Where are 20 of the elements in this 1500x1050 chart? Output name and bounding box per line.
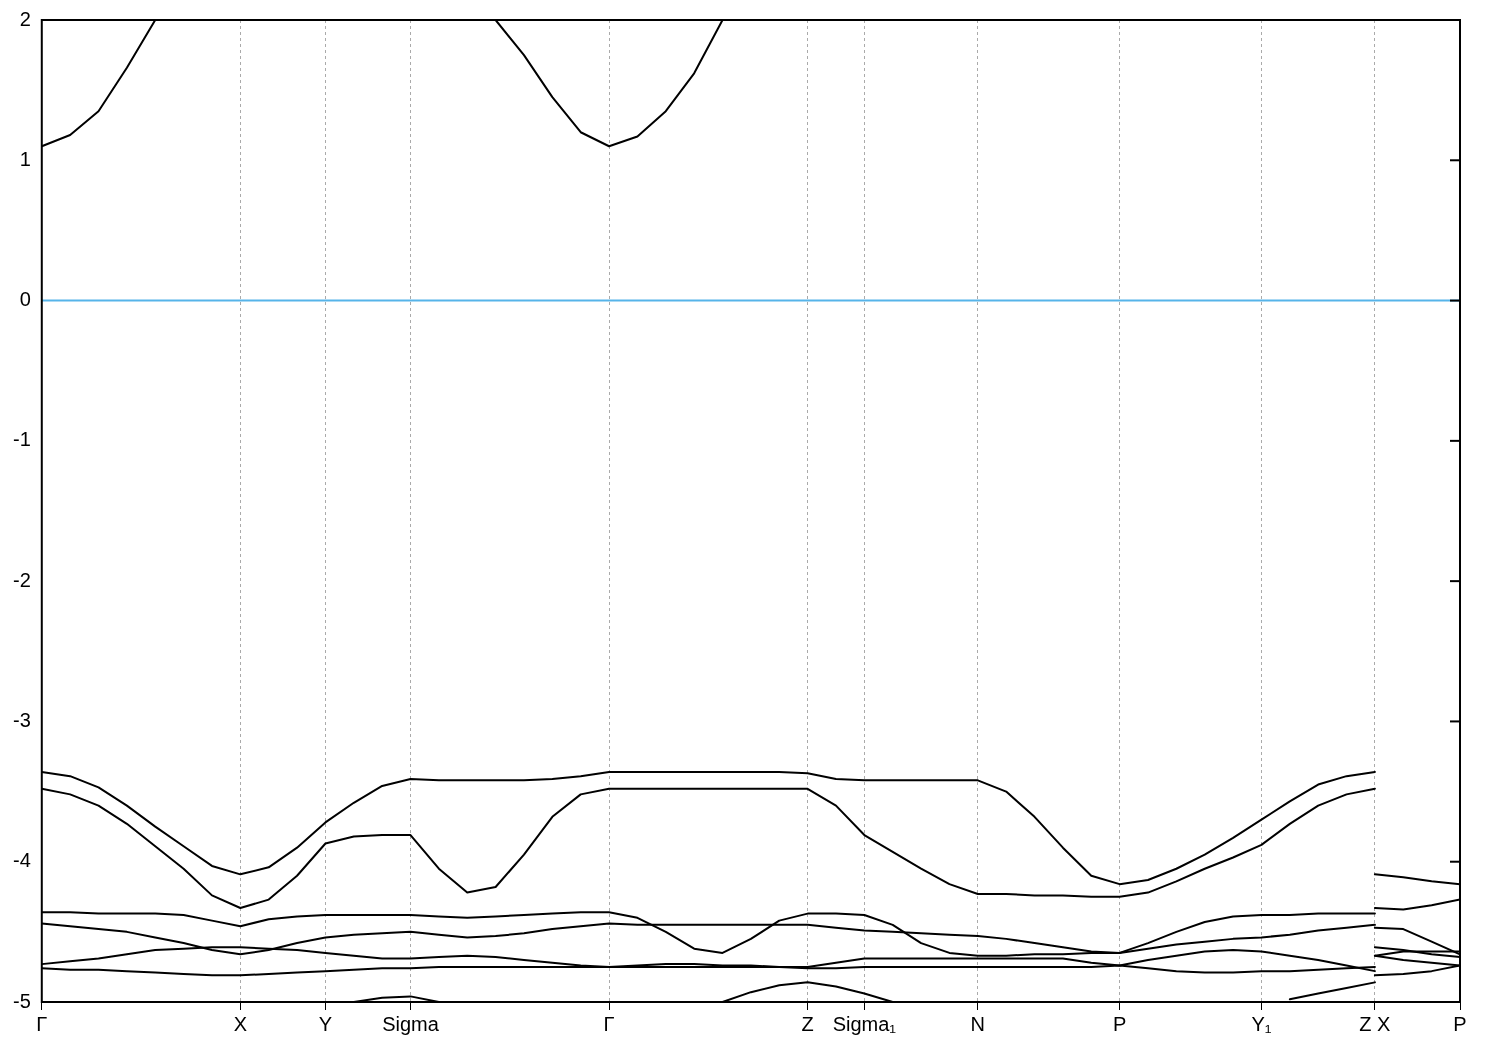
x-tick-label: Y (318, 1012, 333, 1035)
x-tick-label: Γ (36, 1012, 48, 1035)
y-tick-label: 1 (19, 147, 31, 170)
y-tick-label: -2 (12, 568, 31, 591)
x-tick-label: Z X (1359, 1012, 1391, 1035)
x-tick-label: P (1112, 1012, 1127, 1035)
y-tick-label: -4 (12, 849, 31, 872)
y-tick-label: -1 (12, 428, 31, 451)
y-tick-label: 2 (19, 7, 31, 30)
x-tick-label: X (233, 1012, 248, 1035)
y-tick-label: -5 (12, 989, 31, 1012)
x-tick-label: Sigma (382, 1012, 440, 1035)
x-tick-label: Y₁ (1251, 1012, 1272, 1035)
x-tick-label: N (970, 1012, 986, 1035)
x-tick-label: Z (801, 1012, 814, 1035)
x-tick-label: Sigma₁ (832, 1012, 897, 1035)
y-tick-label: 0 (19, 288, 31, 311)
x-tick-label: Γ (603, 1012, 615, 1035)
y-tick-label: -3 (12, 708, 31, 731)
x-tick-label: P (1453, 1012, 1467, 1035)
